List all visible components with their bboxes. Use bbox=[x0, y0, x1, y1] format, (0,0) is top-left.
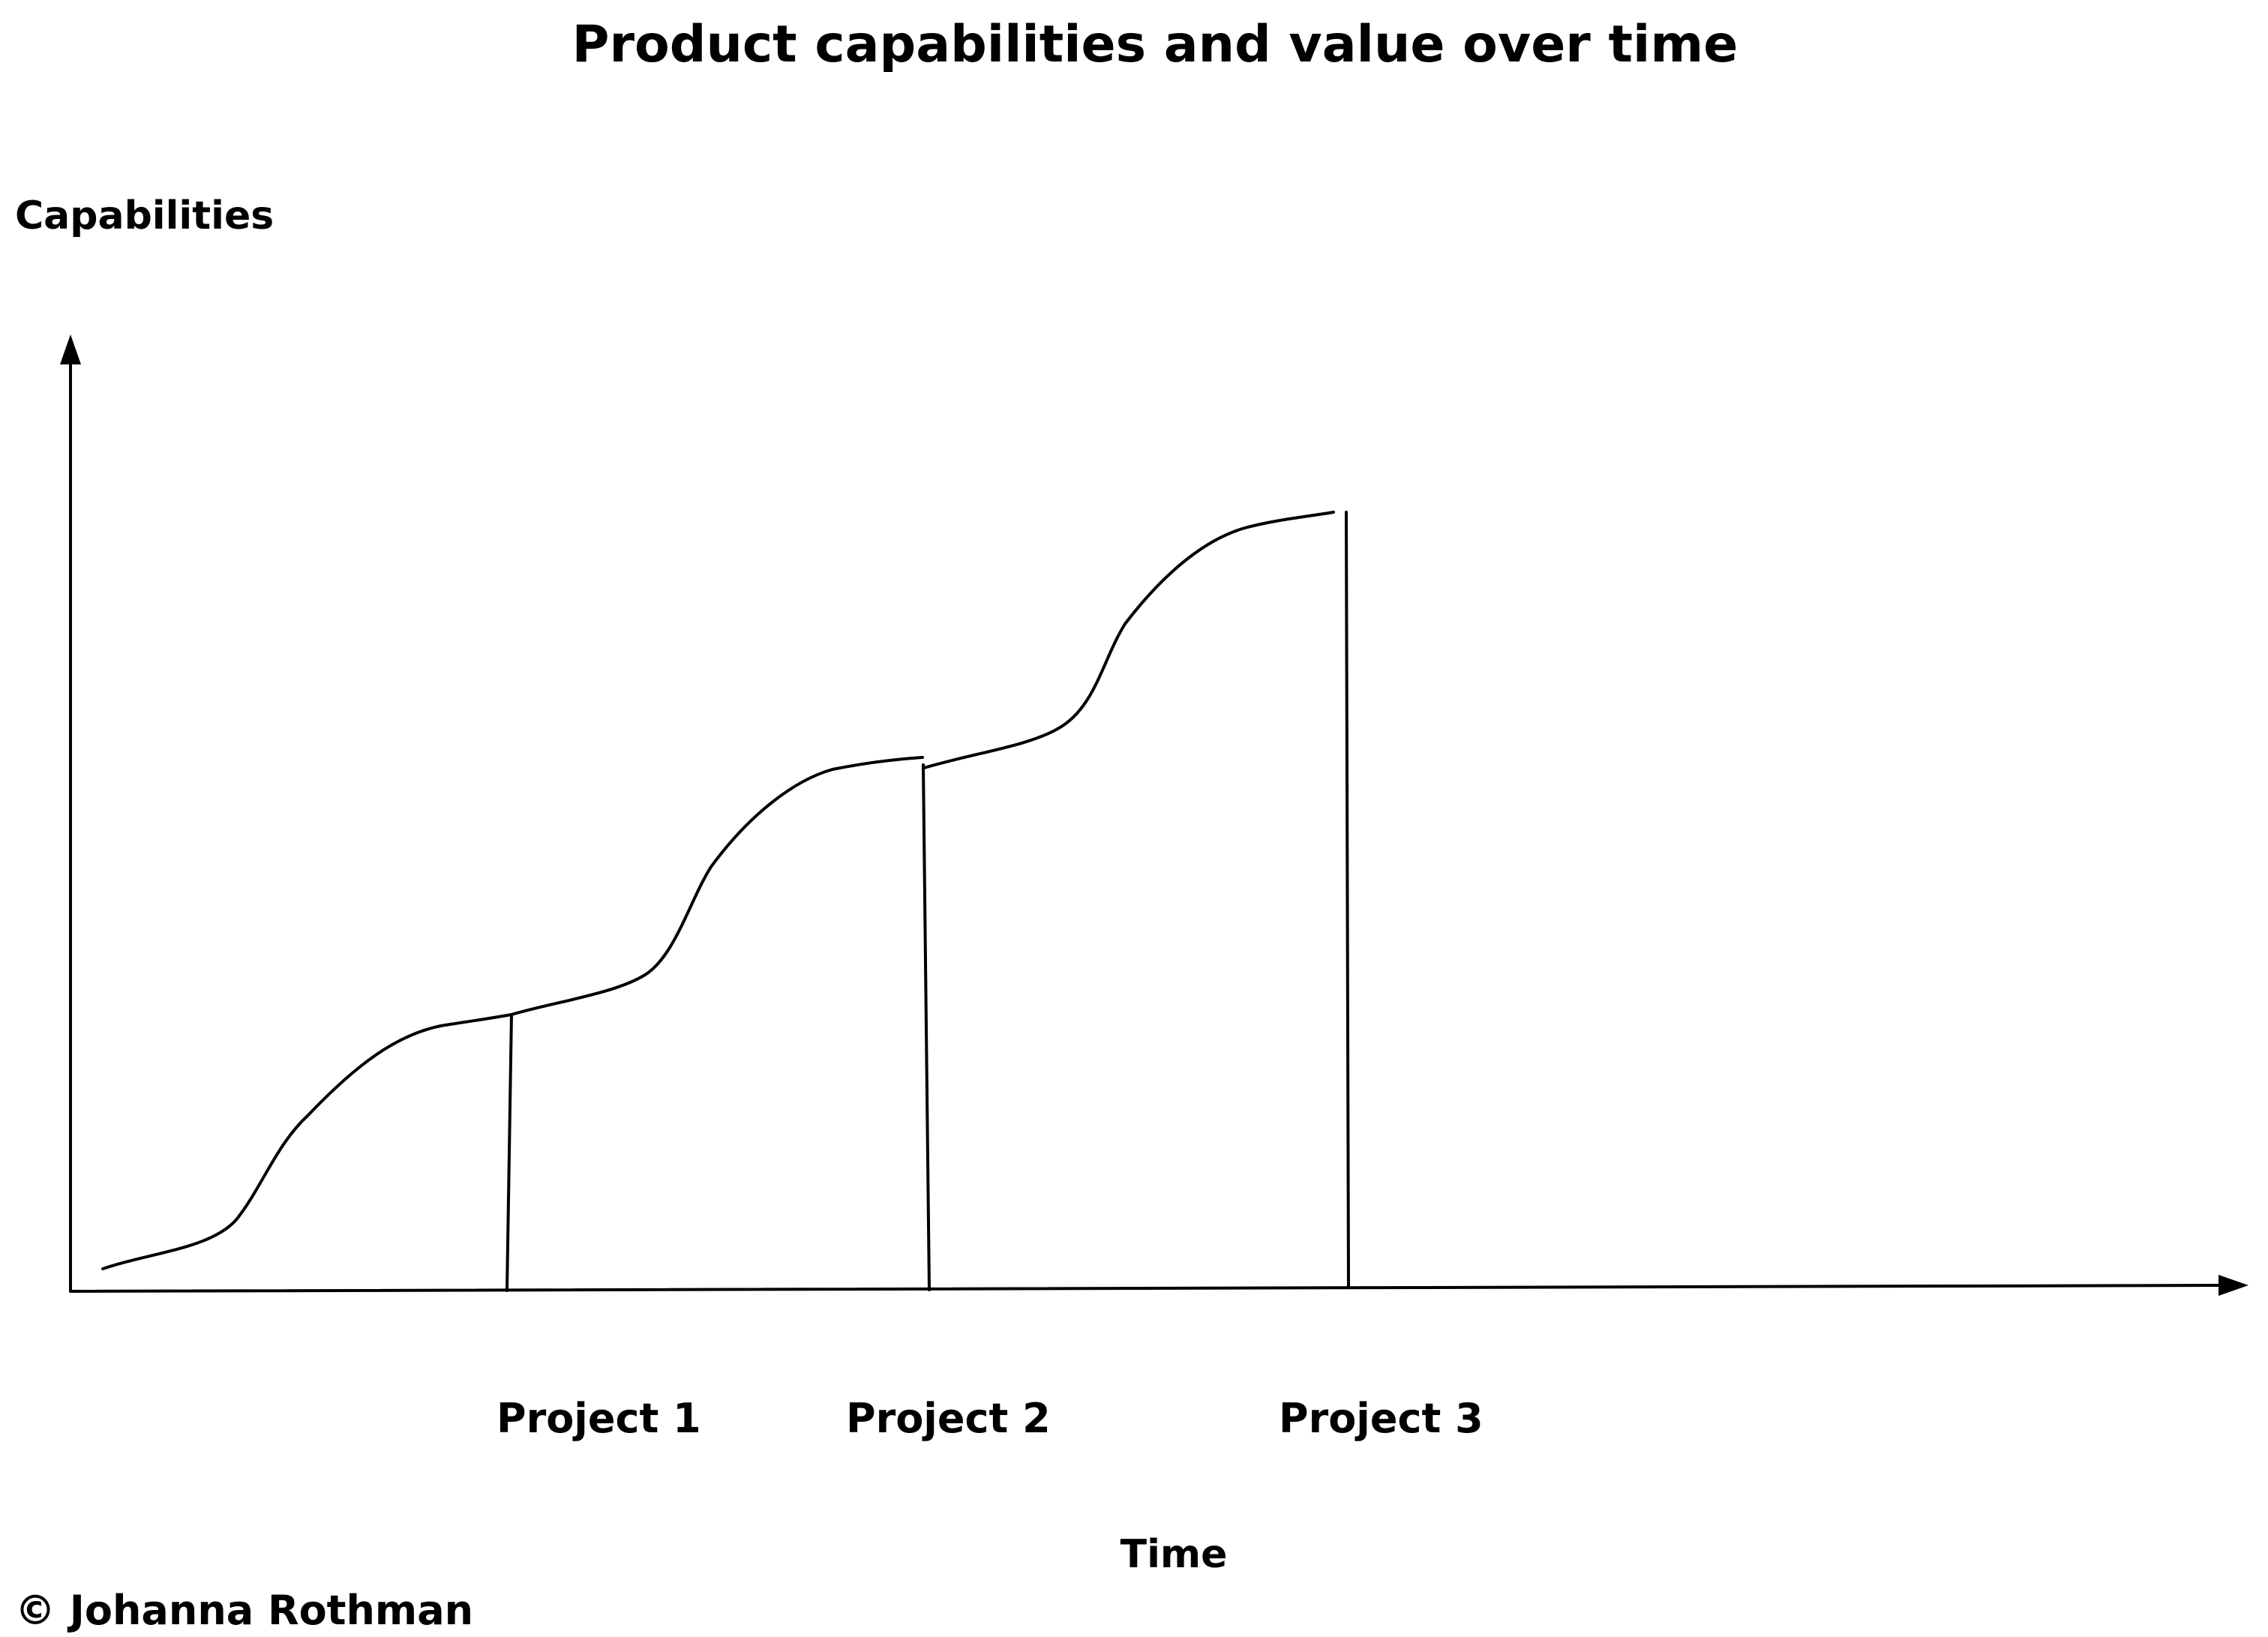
copyright-notice: © Johanna Rothman bbox=[15, 1587, 473, 1634]
capability-curve-project-2 bbox=[510, 756, 924, 1016]
project-1-marker-line bbox=[506, 1013, 513, 1292]
capability-curve-project-1 bbox=[101, 1013, 513, 1270]
diagram-title: Product capabilities and value over time bbox=[572, 15, 1738, 74]
project-3-label: Project 3 bbox=[1279, 1395, 1484, 1442]
project-1-label: Project 1 bbox=[496, 1395, 701, 1442]
project-2-marker-line bbox=[922, 763, 931, 1291]
project-3-marker-line bbox=[1345, 511, 1350, 1289]
x-axis-line bbox=[69, 1284, 2222, 1293]
x-axis-label: Time bbox=[1120, 1532, 1228, 1577]
y-axis-label: Capabilities bbox=[15, 193, 274, 238]
project-2-label: Project 2 bbox=[846, 1395, 1051, 1442]
y-axis-arrowhead bbox=[60, 334, 81, 364]
capability-curve-project-3 bbox=[922, 511, 1335, 769]
x-axis-arrowhead bbox=[2218, 1275, 2248, 1296]
